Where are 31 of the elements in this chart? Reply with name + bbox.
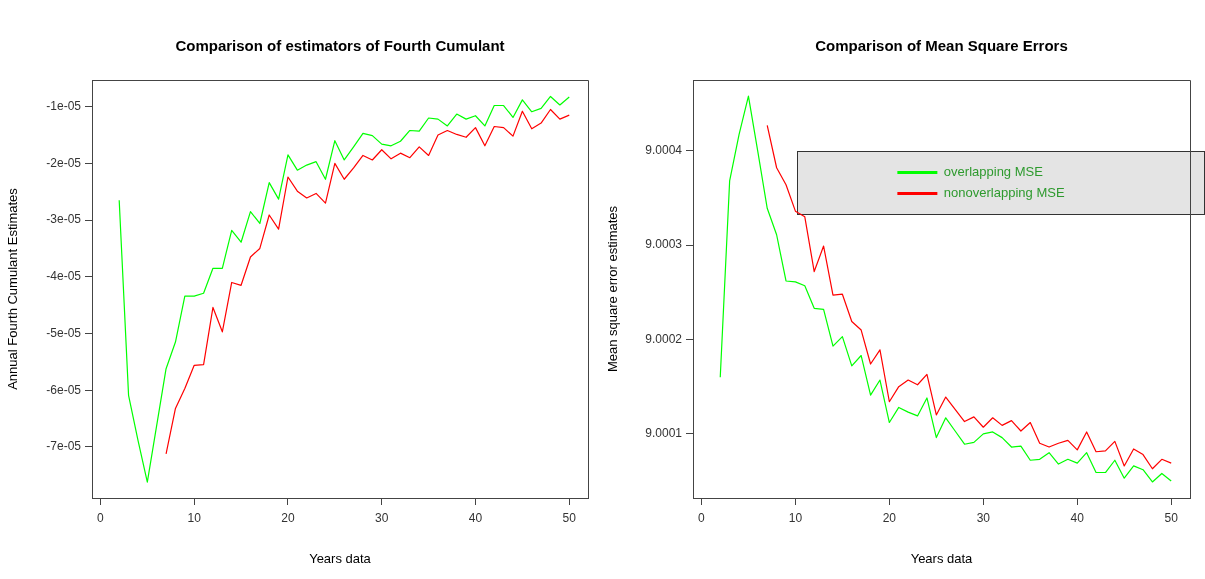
y-tick-label: -4e-05 — [46, 269, 82, 284]
y-tick-label: 9.0004 — [645, 143, 683, 158]
x-tick-label: 0 — [97, 510, 105, 525]
x-tick-label: 50 — [562, 510, 577, 525]
y-axis-title: Mean square error estimates — [605, 205, 621, 373]
x-axis-title: Years data — [309, 550, 372, 566]
x-tick-label: 30 — [976, 510, 991, 525]
y-tick-label: 9.0001 — [645, 426, 683, 441]
y-axis-title: Annual Fourth Cumulant Estimates — [5, 187, 21, 390]
y-tick-label: -6e-05 — [46, 382, 82, 397]
y-tick-label: -5e-05 — [46, 325, 82, 340]
y-tick-label: -7e-05 — [46, 439, 82, 454]
x-tick-label: 20 — [281, 510, 295, 525]
y-tick-label: -1e-05 — [46, 98, 82, 113]
x-tick-label: 20 — [882, 510, 897, 525]
y-tick-label: 9.0002 — [645, 331, 683, 346]
legend-label: overlapping MSE — [943, 164, 1044, 180]
chart-title: Comparison of Mean Square Errors — [815, 37, 1068, 55]
x-tick-label: 10 — [788, 510, 803, 525]
x-tick-label: 10 — [187, 510, 202, 525]
x-tick-label: 50 — [1164, 510, 1179, 525]
x-tick-label: 40 — [1070, 510, 1085, 525]
y-tick-label: -2e-05 — [46, 155, 82, 170]
x-tick-label: 0 — [698, 510, 706, 525]
x-tick-label: 30 — [375, 510, 389, 525]
y-tick-label: 9.0003 — [645, 237, 683, 252]
legend-label: nonoverlapping MSE — [943, 185, 1065, 201]
x-tick-label: 40 — [468, 510, 483, 525]
x-axis-title: Years data — [910, 550, 974, 566]
chart-title: Comparison of estimators of Fourth Cumulant — [175, 37, 505, 55]
y-tick-label: -3e-05 — [46, 212, 82, 227]
